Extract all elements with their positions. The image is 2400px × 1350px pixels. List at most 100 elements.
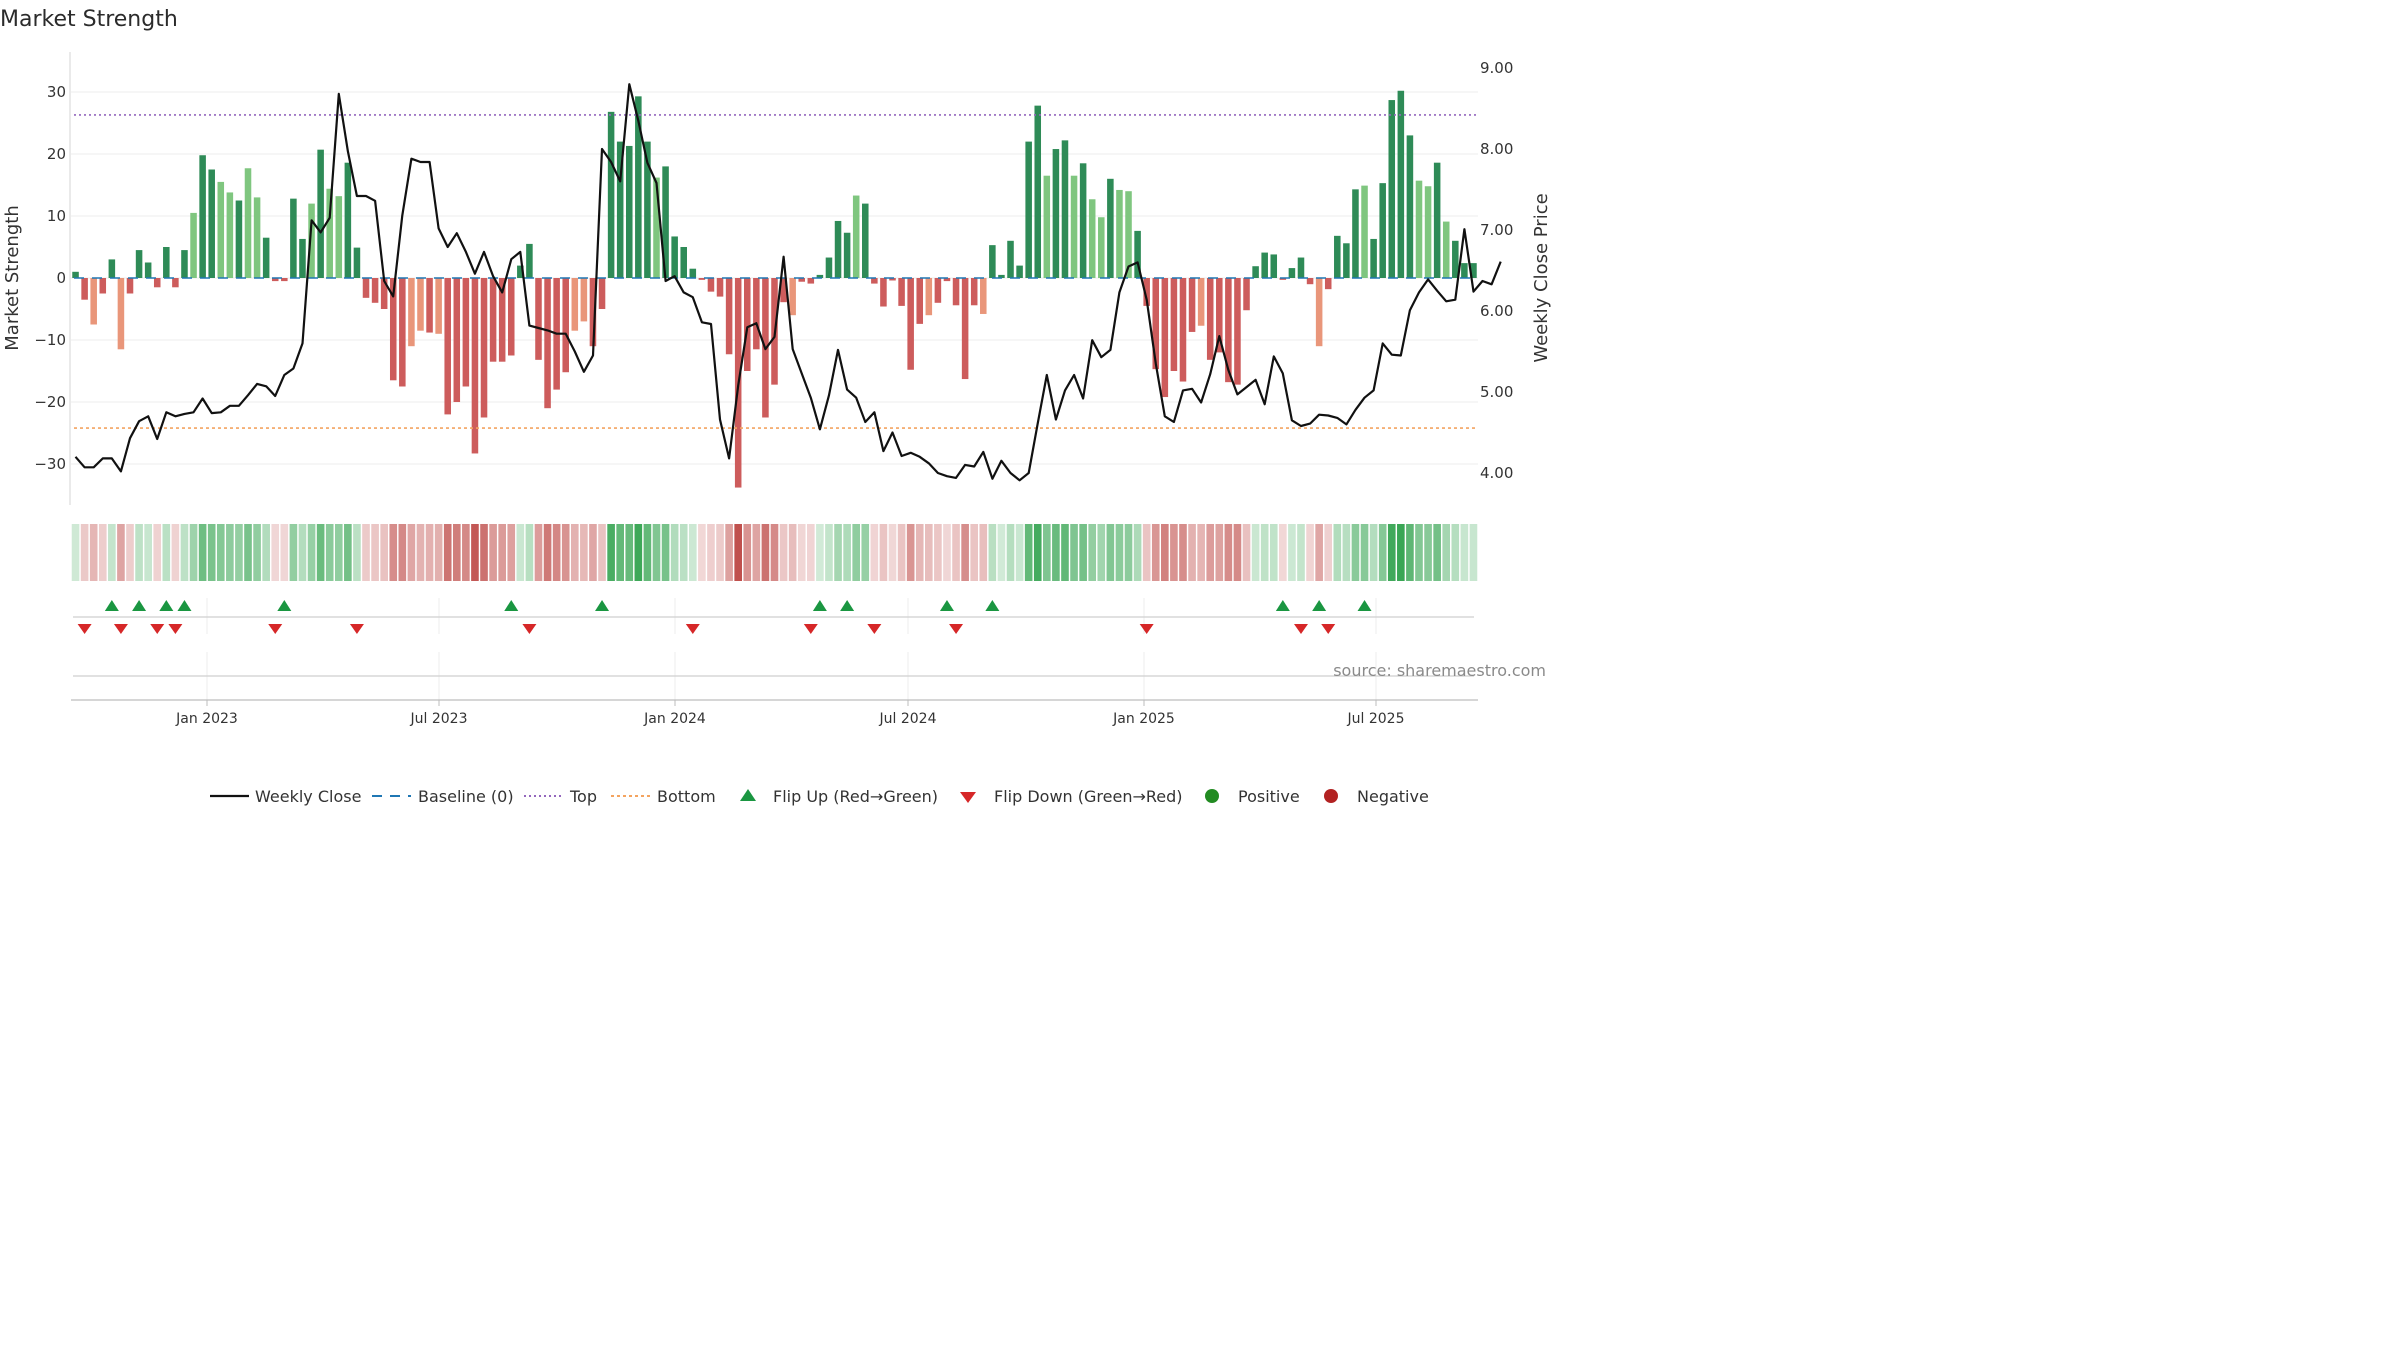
strip-cell xyxy=(570,524,579,581)
strength-bar xyxy=(1306,278,1314,285)
strip-cell xyxy=(1469,524,1478,581)
legend-label: Baseline (0) xyxy=(418,787,514,806)
strip-cell xyxy=(997,524,1006,581)
strip-cell xyxy=(897,524,906,581)
strip-cell xyxy=(725,524,733,581)
strip-cell xyxy=(135,524,143,581)
strength-heat-strip xyxy=(71,524,1478,581)
strip-cell xyxy=(1151,524,1160,581)
strip-cell xyxy=(1415,524,1423,581)
strength-bar xyxy=(1098,217,1105,278)
strip-cell xyxy=(498,524,506,581)
strip-cell xyxy=(1024,524,1033,581)
strength-bar xyxy=(344,162,352,278)
strength-bar xyxy=(925,278,933,316)
strip-cell xyxy=(353,524,361,581)
strip-cell xyxy=(743,524,752,581)
strip-cell xyxy=(471,524,479,581)
strip-cell xyxy=(1124,524,1133,581)
strength-bar xyxy=(589,278,597,347)
strength-bar xyxy=(1334,235,1341,278)
strip-cell xyxy=(1242,524,1251,581)
strip-cell xyxy=(543,524,552,581)
legend-label: Flip Up (Red→Green) xyxy=(773,787,938,806)
flip-down-marker xyxy=(77,624,92,634)
strip-cell xyxy=(961,524,969,581)
strength-bar xyxy=(934,278,942,303)
strip-cell xyxy=(1433,524,1441,581)
strip-cell xyxy=(80,524,89,581)
strip-cell xyxy=(1315,524,1323,581)
strength-bar xyxy=(616,141,624,278)
strength-bar xyxy=(698,278,706,280)
strip-cell xyxy=(1061,524,1069,581)
strength-bar xyxy=(153,278,161,288)
strength-bar xyxy=(126,278,134,294)
right-axis-title: Weekly Close Price xyxy=(1531,193,1551,362)
strength-bar xyxy=(1161,278,1169,398)
strip-cell xyxy=(171,524,180,581)
strip-cell xyxy=(1142,524,1151,581)
legend: Weekly Close Baseline (0) Top Bottom Flip Up… xyxy=(210,787,1429,806)
flip-up-marker xyxy=(1357,600,1372,611)
strip-cell xyxy=(979,524,988,581)
strength-bar xyxy=(807,278,815,284)
strength-bar xyxy=(898,278,905,306)
strip-cell xyxy=(1342,524,1351,581)
strength-bar xyxy=(707,278,715,292)
flip-up-marker xyxy=(159,600,174,611)
strength-bar xyxy=(1424,186,1432,278)
strip-cell xyxy=(1006,524,1015,581)
strip-cell xyxy=(362,524,370,581)
strength-bar xyxy=(880,278,887,307)
strip-cell xyxy=(788,524,797,581)
flip-up-marker xyxy=(812,600,827,611)
strip-cell xyxy=(1206,524,1215,581)
strip-cell xyxy=(235,524,243,581)
strip-cell xyxy=(253,524,261,581)
strip-cell xyxy=(334,524,343,581)
strength-bar xyxy=(662,166,669,278)
strip-cell xyxy=(1070,524,1078,581)
strip-cell xyxy=(943,524,951,581)
strip-cell xyxy=(462,524,470,581)
strip-cell xyxy=(1233,524,1242,581)
strip-cell xyxy=(71,524,80,581)
strength-bar xyxy=(135,250,143,278)
strip-cell xyxy=(734,524,743,581)
strength-bar xyxy=(1442,221,1450,278)
flip-down-marker xyxy=(949,624,964,634)
flip-down-marker xyxy=(1293,624,1308,634)
legend-swatch-positive xyxy=(1205,789,1219,803)
left-tick-label: −10 xyxy=(34,331,66,349)
strip-cell xyxy=(825,524,833,581)
strength-bar xyxy=(562,278,569,373)
flip-down-marker xyxy=(113,624,128,634)
date-tick-label: Jul 2024 xyxy=(879,711,937,727)
left-tick-label: 20 xyxy=(47,145,66,163)
strip-cell xyxy=(925,524,933,581)
strength-bar xyxy=(1261,252,1268,278)
strength-bar xyxy=(226,192,234,278)
strip-cell xyxy=(1179,524,1187,581)
strip-cell xyxy=(1161,524,1169,581)
legend-swatch-flip-down xyxy=(960,792,976,803)
flip-down-marker xyxy=(150,624,165,634)
strength-bar xyxy=(889,278,896,281)
flip-up-marker xyxy=(939,600,954,611)
strength-bar xyxy=(1107,178,1114,278)
strip-cell xyxy=(1451,524,1460,581)
strength-bar xyxy=(172,278,179,288)
strength-bar xyxy=(961,278,969,380)
strip-cell xyxy=(126,524,134,581)
strip-cell xyxy=(707,524,715,581)
strip-cell xyxy=(416,524,425,581)
strip-cell xyxy=(643,524,652,581)
flip-up-marker xyxy=(1312,600,1327,611)
strength-bar xyxy=(1452,240,1459,278)
strength-bar xyxy=(1043,175,1051,278)
strength-bar xyxy=(1361,185,1368,278)
strip-cell xyxy=(952,524,960,581)
strength-bar xyxy=(535,278,542,360)
strength-bar xyxy=(444,278,451,415)
